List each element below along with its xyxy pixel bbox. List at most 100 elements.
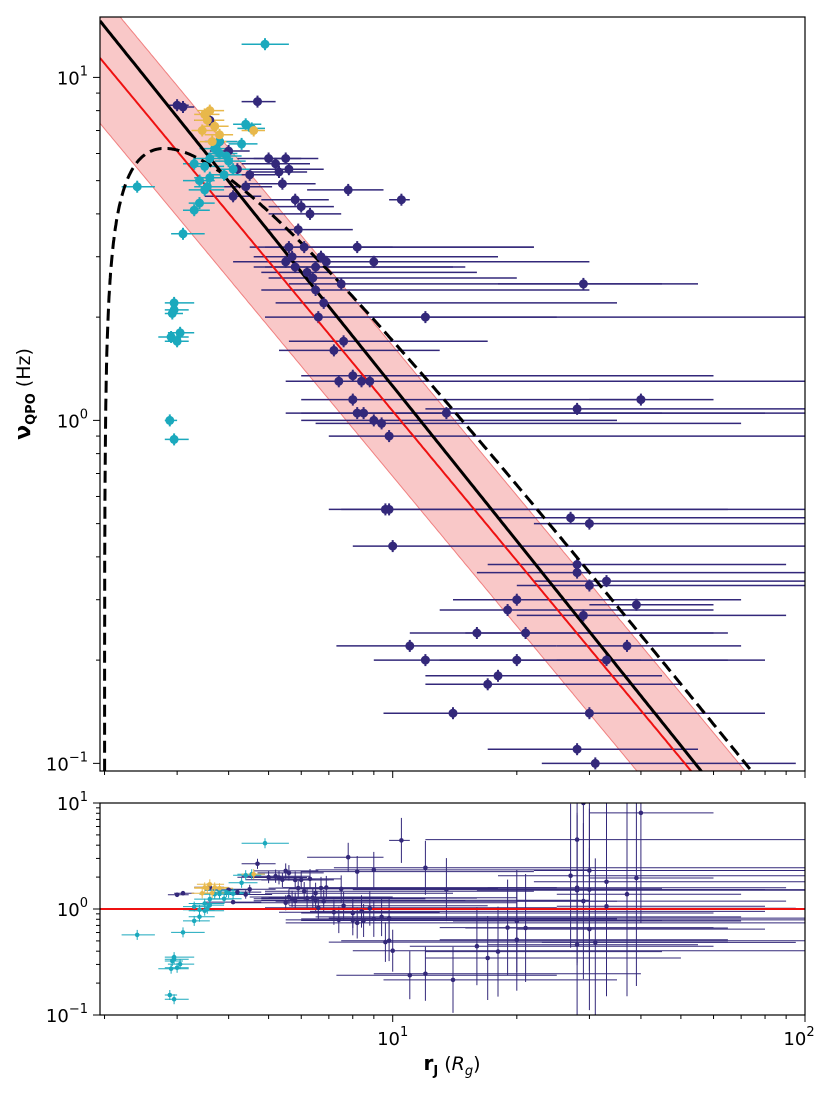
navy-point-18 [277, 179, 287, 189]
navy-ratio-point-42 [350, 910, 356, 916]
navy-point-15 [290, 195, 300, 205]
cyan-point-28 [202, 182, 212, 192]
navy-point-58 [566, 513, 576, 523]
cyan-ratio-point-11 [191, 918, 197, 924]
navy-ratio-point-69 [474, 943, 480, 949]
cyan-ratio-point-24 [226, 890, 231, 896]
navy-ratio-point-30 [313, 898, 318, 903]
navy-point-17 [305, 209, 315, 219]
cyan-point-27 [215, 149, 224, 158]
navy-point-63 [602, 576, 611, 586]
navy-ratio-point-50 [574, 837, 580, 842]
navy-point-28 [321, 257, 331, 267]
navy-point-78 [584, 708, 594, 718]
navy-point-21 [287, 252, 297, 262]
navy-point-10 [264, 154, 274, 163]
navy-ratio-point-49 [386, 915, 392, 921]
navy-ratio-point-28 [324, 885, 329, 890]
navy-point-53 [352, 408, 362, 418]
cyan-ratio-point-8 [174, 965, 180, 971]
navy-ratio-point-15 [292, 877, 298, 883]
navy-ratio-point-9 [230, 899, 236, 905]
navy-ratio-point-31 [321, 899, 327, 904]
x-axis-label: rJ (Rg) [423, 1051, 480, 1079]
navy-ratio-point-32 [316, 905, 321, 910]
navy-point-57 [388, 541, 398, 551]
y-tick-label: 10−1 [46, 750, 88, 775]
navy-point-71 [622, 641, 632, 651]
navy-point-70 [405, 641, 415, 651]
cyan-point-2 [178, 229, 188, 239]
y-tick-label: 100 [57, 896, 88, 921]
y-axis-label: νQPO (Hz) [11, 348, 39, 440]
navy-point-32 [313, 312, 323, 322]
navy-ratio-point-17 [307, 876, 313, 882]
navy-ratio-point-57 [390, 948, 396, 953]
cyan-ratio-point-14 [207, 896, 213, 902]
navy-ratio-point-33 [341, 903, 346, 909]
navy-ratio-point-8 [243, 892, 248, 897]
navy-ratio-point-6 [247, 887, 252, 892]
navy-point-48 [377, 418, 387, 428]
navy-point-36 [396, 195, 406, 205]
navy-point-50 [572, 404, 582, 414]
navy-point-44 [365, 376, 375, 386]
navy-ratio-point-54 [371, 916, 377, 922]
gold-ratio-point-3 [199, 891, 205, 896]
navy-ratio-point-63 [604, 879, 609, 885]
navy-point-30 [311, 285, 321, 295]
navy-point-14 [284, 164, 294, 174]
navy-ratio-point-45 [336, 917, 342, 923]
navy-point-9 [228, 191, 238, 201]
navy-ratio-point-14 [286, 870, 292, 876]
navy-ratio-point-79 [574, 942, 580, 948]
navy-point-49 [384, 431, 394, 441]
cyan-ratio-point-1 [134, 932, 140, 938]
navy-point-59 [584, 519, 594, 529]
navy-point-65 [503, 605, 513, 615]
navy-ratio-point-5 [235, 889, 240, 895]
gold-point-5 [215, 130, 224, 140]
cyan-point-20 [195, 176, 204, 186]
navy-point-79 [572, 744, 582, 754]
navy-ratio-point-29 [313, 890, 318, 896]
navy-point-35 [343, 185, 353, 195]
cyan-ratio-point-7 [177, 961, 183, 967]
navy-point-1 [178, 102, 188, 112]
navy-ratio-point-25 [318, 885, 324, 891]
navy-point-24 [308, 273, 318, 283]
navy-point-34 [329, 345, 339, 355]
navy-point-40 [578, 279, 588, 289]
gold-point-2 [205, 106, 215, 116]
navy-ratio-point-7 [255, 861, 260, 867]
navy-point-6 [245, 170, 255, 180]
navy-ratio-point-62 [587, 887, 592, 892]
cyan-ratio-point-29 [191, 904, 197, 909]
navy-ratio-point-70 [407, 972, 413, 978]
bottom-panel: 10−1 100 101 101 102 rJ (Rg) [46, 790, 815, 1079]
cyan-point-24 [224, 156, 234, 166]
gold-ratio-point-7 [251, 871, 256, 877]
navy-point-76 [483, 679, 493, 689]
navy-point-75 [493, 671, 503, 681]
navy-point-60 [572, 560, 582, 569]
cyan-ratio-point-18 [230, 891, 236, 897]
navy-ratio-point-27 [301, 889, 307, 894]
navy-ratio-point-47 [361, 918, 366, 923]
navy-ratio-point-77 [450, 977, 456, 983]
navy-ratio-point-38 [371, 867, 377, 873]
navy-point-80 [590, 758, 600, 768]
cyan-point-18 [228, 164, 238, 174]
cyan-point-7 [175, 328, 185, 338]
gold-point-7 [249, 126, 259, 135]
red-fit-line [100, 57, 693, 771]
navy-point-61 [572, 568, 582, 578]
navy-point-20 [284, 242, 294, 252]
gold-ratio-point-5 [217, 885, 222, 891]
cyan-ratio-point-19 [239, 880, 244, 886]
navy-ratio-point-71 [624, 891, 630, 897]
navy-point-37 [352, 242, 362, 252]
cyan-point-11 [189, 205, 199, 215]
navy-ratio-point-78 [587, 926, 592, 932]
navy-ratio-point-18 [280, 877, 285, 883]
